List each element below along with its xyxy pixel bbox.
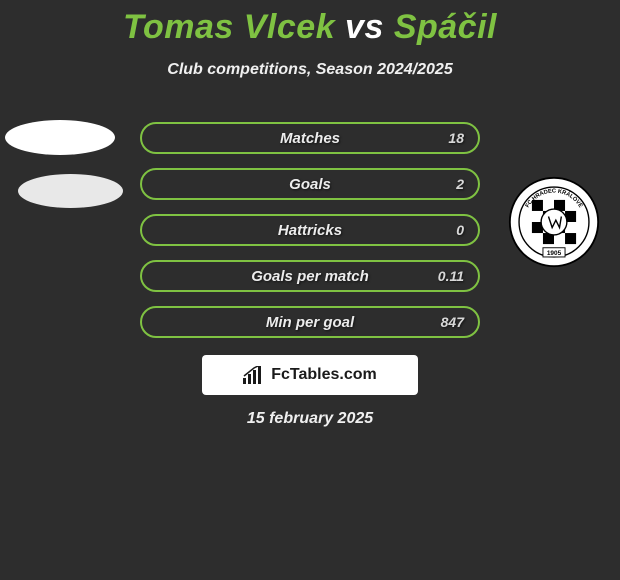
stat-value: 18 [448, 130, 464, 146]
stat-row-goals-per-match: Goals per match 0.11 [140, 260, 480, 292]
player-1-name: Tomas Vlcek [123, 8, 335, 46]
stat-label: Matches [280, 130, 340, 147]
brand-box[interactable]: FcTables.com [202, 355, 418, 395]
background-ellipse-1 [5, 120, 115, 155]
stat-value: 847 [441, 314, 464, 330]
stat-value: 0 [456, 222, 464, 238]
brand-text: FcTables.com [271, 366, 377, 384]
player-2-name: Spáčil [394, 8, 497, 46]
stat-row-hattricks: Hattricks 0 [140, 214, 480, 246]
subtitle: Club competitions, Season 2024/2025 [0, 61, 620, 79]
stat-row-matches: Matches 18 [140, 122, 480, 154]
bar-chart-icon [243, 366, 265, 384]
stat-value: 2 [456, 176, 464, 192]
stat-label: Hattricks [278, 222, 342, 239]
stat-value: 0.11 [438, 268, 464, 284]
club-logo: FC HRADEC KRÁLOVÉ 1905 [508, 176, 600, 268]
club-year: 1905 [547, 250, 562, 257]
page-title: Tomas Vlcek vs Spáčil [0, 0, 620, 47]
stat-row-goals: Goals 2 [140, 168, 480, 200]
background-ellipse-2 [18, 174, 123, 208]
vs-text: vs [335, 8, 394, 46]
stat-label: Goals per match [251, 268, 369, 285]
date-text: 15 february 2025 [0, 410, 620, 428]
stat-label: Goals [289, 176, 331, 193]
stat-row-min-per-goal: Min per goal 847 [140, 306, 480, 338]
stat-label: Min per goal [266, 314, 354, 331]
stats-container: Matches 18 Goals 2 Hattricks 0 Goals per… [140, 122, 480, 352]
